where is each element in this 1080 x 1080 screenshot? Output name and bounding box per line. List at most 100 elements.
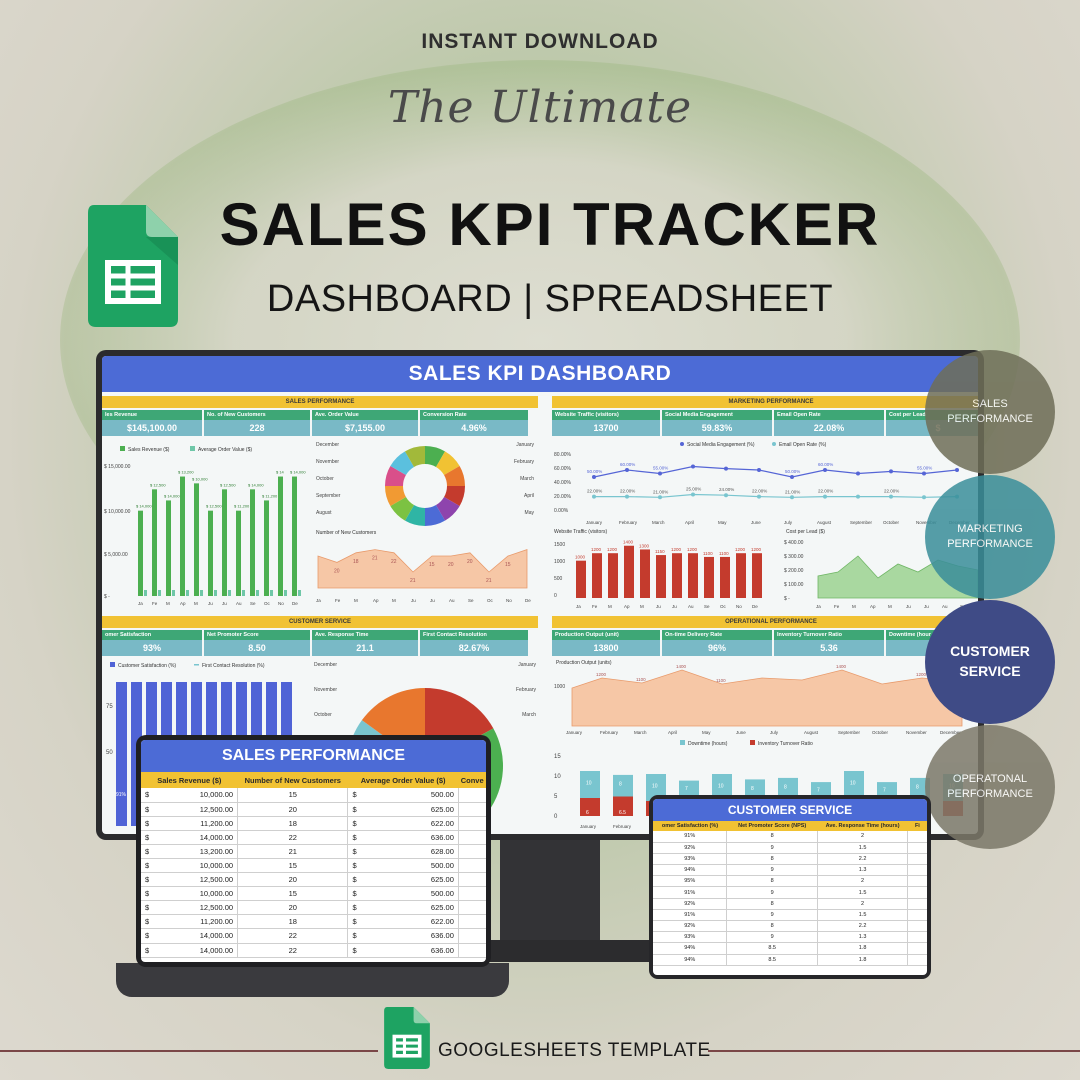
data-label: 22 [391, 559, 397, 565]
engagement-point [955, 468, 959, 472]
customers-cell: 22 [237, 928, 349, 944]
bar [278, 476, 283, 596]
nps-cell: 9 [726, 909, 818, 922]
x-tick-label: M [354, 598, 358, 603]
y-tick-label: 75 [106, 704, 113, 710]
chart-title: Production Output (units) [556, 660, 612, 666]
table-row: 92% 8 2.2 [653, 920, 927, 933]
table-row: $10,000.00 15 $500.00 [141, 858, 486, 874]
x-tick-label: August [817, 520, 832, 525]
customers-cell: 15 [237, 788, 349, 803]
downtime-bar [712, 774, 732, 801]
y-tick-label: 80.00% [554, 452, 572, 458]
table-row: $12,500.00 20 $625.00 [141, 900, 486, 916]
donut-slice [390, 497, 414, 521]
kpi-label: Ave. Order Value [312, 410, 418, 420]
donut-slice [390, 451, 414, 475]
aov-bar [270, 590, 273, 596]
satisfaction-cell: 93% [653, 853, 728, 866]
aov-bar [172, 590, 175, 596]
legend-label: Downtime (hours) [688, 741, 728, 747]
y-tick-label: 60.00% [554, 466, 572, 472]
currency-symbol: $ [145, 889, 150, 899]
fcr-cell [907, 931, 927, 944]
traffic-bar [576, 560, 586, 598]
x-tick-label: February [600, 730, 619, 735]
kpi-label: Ave. Response Time [312, 630, 418, 640]
data-label: 18 [353, 559, 359, 565]
satisfaction-cell: 92% [653, 898, 728, 910]
section-nav-label: CUSTOMER SERVICE [950, 643, 1030, 679]
y-tick-label: 1500 [554, 542, 565, 548]
data-label: 1100 [716, 678, 726, 683]
revenue-cell: $12,500.00 [141, 900, 239, 916]
table-row: 95% 8 2 [653, 875, 927, 888]
legend-label: First Contact Resolution (%) [202, 663, 265, 669]
legend-swatch [110, 662, 115, 667]
fcr-cell [907, 831, 927, 843]
x-tick-label: March [652, 520, 665, 525]
chart-title: Cost per Lead ($) [786, 529, 825, 535]
currency-symbol: $ [352, 790, 357, 800]
table-row: $11,200.00 18 $622.00 [141, 816, 486, 831]
x-tick-label: April [668, 730, 677, 735]
fcr-cell [907, 864, 927, 877]
fcr-cell [907, 920, 927, 933]
section-nav-button[interactable]: SALES PERFORMANCE [925, 350, 1055, 474]
data-label: 15 [429, 562, 435, 568]
satisfaction-bar [116, 682, 127, 826]
bar-value-label: $ 12,500 [150, 482, 166, 487]
y-tick-label: 1000 [554, 559, 565, 565]
marketing-section-header: MARKETING PERFORMANCE [552, 396, 978, 408]
y-tick-label: $ 200.00 [784, 568, 804, 574]
nps-cell: 8 [726, 875, 818, 888]
table-row: 92% 8 2 [653, 898, 927, 910]
downtime-bar [646, 774, 666, 801]
cs-table-body: 91% 8 2 92% 9 1.5 93% 8 2.2 94% 9 1.3 95% 8 2 91% 9 1.5 92… [653, 831, 927, 966]
x-tick-label: M [608, 604, 612, 609]
data-label: 1150 [655, 549, 665, 554]
aov-bar [228, 590, 231, 596]
kpi-value: 21.1 [312, 640, 418, 656]
satisfaction-cell: 93% [653, 931, 728, 944]
bar-value-label: 91% [116, 792, 127, 798]
chart-title: Website Traffic (visitors) [554, 529, 607, 535]
customer-section-header: CUSTOMER SERVICE [102, 616, 538, 628]
donut-slice [385, 486, 406, 506]
section-nav-button[interactable]: OPERATONAL PERFORMANCE [925, 725, 1055, 849]
bar [292, 476, 297, 596]
downtime-bar [778, 777, 798, 800]
section-nav-button[interactable]: MARKETING PERFORMANCE [925, 475, 1055, 599]
kpi-card: On-time Delivery Rate 96% [662, 630, 772, 656]
currency-symbol: $ [145, 931, 150, 941]
revenue-value: 14,000.00 [199, 832, 234, 842]
currency-symbol: $ [145, 875, 150, 885]
kpi-value: 4.96% [420, 420, 528, 436]
legend-label: Average Order Value ($) [198, 447, 252, 453]
aov-value: 628.00 [430, 846, 454, 856]
kpi-value: 8.50 [204, 640, 310, 656]
conversion-cell [458, 816, 486, 831]
x-tick-label: March [634, 730, 647, 735]
fcr-cell [907, 853, 927, 866]
open-rate-point [625, 494, 629, 499]
aov-bar [200, 590, 203, 596]
x-tick-label: M [392, 598, 396, 603]
table-row: $14,000.00 22 $636.00 [141, 928, 486, 944]
x-tick-label: July [770, 730, 779, 735]
customers-cell: 22 [237, 943, 349, 958]
fcr-cell [907, 898, 927, 910]
response-time-cell: 1.3 [817, 931, 909, 944]
x-tick-label: Ap [624, 604, 630, 609]
revenue-value: 11,200.00 [200, 917, 234, 927]
currency-symbol: $ [352, 931, 357, 941]
engagement-line [593, 465, 958, 478]
traffic-bar [624, 545, 634, 598]
kpi-card: Production Output (unit) 13800 [552, 630, 660, 656]
bar-value-label: $ 13,200 [178, 470, 194, 475]
data-label: 55.00% [653, 466, 668, 471]
customers-cell: 18 [237, 914, 349, 930]
section-nav-button[interactable]: CUSTOMER SERVICE [925, 600, 1055, 724]
x-tick-label: Ju [222, 601, 227, 606]
column-header: omer Satisfaction (%) [653, 821, 727, 831]
